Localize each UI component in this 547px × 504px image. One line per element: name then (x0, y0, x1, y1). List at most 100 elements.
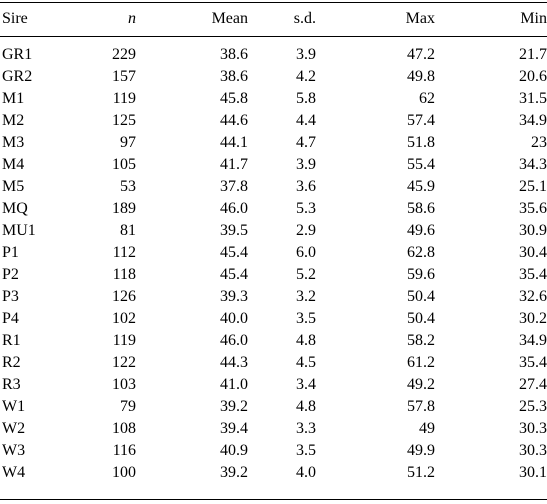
cell-mean: 37.8 (220, 178, 248, 195)
cell-min: 34.9 (519, 112, 547, 129)
cell-sire: GR2 (2, 68, 33, 85)
cell-max: 49.9 (407, 442, 435, 459)
table-row: W4 100 39.2 4.0 51.2 30.1 (0, 462, 547, 484)
cell-n: 103 (112, 376, 136, 393)
cell-max: 51.8 (407, 134, 435, 151)
cell-sd: 3.2 (296, 288, 316, 305)
cell-n: 119 (112, 332, 136, 349)
table-row: R1 119 46.0 4.8 58.2 34.9 (0, 330, 547, 352)
cell-sire: P3 (2, 288, 19, 305)
table-row: P2 118 45.4 5.2 59.6 35.4 (0, 264, 547, 286)
cell-n: 229 (112, 46, 136, 63)
header-n: n (128, 10, 136, 27)
cell-sire: R3 (2, 376, 21, 393)
table-row: P1 112 45.4 6.0 62.8 30.4 (0, 242, 547, 264)
cell-n: 81 (120, 222, 136, 239)
cell-sire: P1 (2, 244, 19, 261)
cell-max: 59.6 (407, 266, 435, 283)
cell-sd: 3.6 (296, 178, 316, 195)
table-row: GR1 229 38.6 3.9 47.2 21.7 (0, 36, 547, 66)
cell-min: 25.1 (519, 178, 547, 195)
table-row: M2 125 44.6 4.4 57.4 34.9 (0, 110, 547, 132)
cell-sire: M5 (2, 178, 25, 195)
cell-min: 35.4 (519, 266, 547, 283)
cell-sd: 3.5 (296, 442, 316, 459)
header-min: Min (520, 10, 547, 27)
cell-n: 126 (112, 288, 136, 305)
cell-mean: 45.8 (220, 90, 248, 107)
cell-mean: 38.6 (220, 68, 248, 85)
cell-mean: 38.6 (220, 46, 248, 63)
cell-max: 58.6 (407, 200, 435, 217)
cell-n: 100 (112, 464, 136, 481)
cell-min: 27.4 (519, 376, 547, 393)
table-row: R2 122 44.3 4.5 61.2 35.4 (0, 352, 547, 374)
cell-min: 35.4 (519, 354, 547, 371)
cell-mean: 40.0 (220, 310, 248, 327)
cell-min: 32.6 (519, 288, 547, 305)
cell-sd: 3.5 (296, 310, 316, 327)
cell-max: 49.8 (407, 68, 435, 85)
cell-sire: W2 (2, 420, 26, 437)
cell-sire: W4 (2, 464, 26, 481)
cell-sire: R1 (2, 332, 21, 349)
cell-n: 112 (112, 244, 136, 261)
cell-min: 30.9 (519, 222, 547, 239)
cell-mean: 44.3 (220, 354, 248, 371)
cell-max: 57.8 (407, 398, 435, 415)
cell-max: 62.8 (407, 244, 435, 261)
cell-max: 50.4 (407, 310, 435, 327)
table-row: GR2 157 38.6 4.2 49.8 20.6 (0, 66, 547, 88)
table-row: MU1 81 39.5 2.9 49.6 30.9 (0, 220, 547, 242)
top-rule (0, 2, 547, 3)
cell-max: 45.9 (407, 178, 435, 195)
cell-mean: 44.6 (220, 112, 248, 129)
cell-sd: 5.3 (296, 200, 316, 217)
cell-mean: 39.5 (220, 222, 248, 239)
cell-sd: 4.2 (296, 68, 316, 85)
cell-max: 49 (419, 420, 435, 437)
cell-min: 30.3 (519, 420, 547, 437)
cell-max: 62 (419, 90, 435, 107)
cell-sire: W3 (2, 442, 26, 459)
cell-sd: 3.9 (296, 156, 316, 173)
cell-max: 55.4 (407, 156, 435, 173)
cell-n: 105 (112, 156, 136, 173)
cell-sd: 4.7 (296, 134, 316, 151)
cell-min: 21.7 (519, 46, 547, 63)
cell-n: 53 (120, 178, 136, 195)
cell-mean: 40.9 (220, 442, 248, 459)
header-rule (0, 36, 547, 37)
cell-sire: P4 (2, 310, 19, 327)
table-row: R3 103 41.0 3.4 49.2 27.4 (0, 374, 547, 396)
cell-sire: MU1 (2, 222, 36, 239)
header-max: Max (405, 10, 435, 27)
cell-mean: 46.0 (220, 332, 248, 349)
table-row: MQ 189 46.0 5.3 58.6 35.6 (0, 198, 547, 220)
sire-statistics-table: Sire n Mean s.d. Max Min GR1 229 38.6 3.9 47… (0, 2, 547, 484)
cell-sd: 5.2 (296, 266, 316, 283)
cell-sire: M1 (2, 90, 25, 107)
cell-max: 47.2 (407, 46, 435, 63)
cell-sire: W1 (2, 398, 26, 415)
cell-n: 102 (112, 310, 136, 327)
header-sire: Sire (2, 10, 28, 27)
cell-mean: 41.7 (220, 156, 248, 173)
cell-sd: 4.8 (296, 332, 316, 349)
table-row: W3 116 40.9 3.5 49.9 30.3 (0, 440, 547, 462)
cell-n: 118 (112, 266, 136, 283)
cell-sire: P2 (2, 266, 19, 283)
cell-min: 31.5 (519, 90, 547, 107)
cell-mean: 39.2 (220, 398, 248, 415)
header-sd: s.d. (293, 10, 316, 27)
cell-min: 35.6 (519, 200, 547, 217)
cell-mean: 46.0 (220, 200, 248, 217)
header-mean: Mean (211, 10, 248, 27)
cell-max: 49.6 (407, 222, 435, 239)
header-row: Sire n Mean s.d. Max Min (0, 2, 547, 36)
cell-sire: MQ (2, 200, 28, 217)
cell-mean: 39.3 (220, 288, 248, 305)
cell-sire: M4 (2, 156, 25, 173)
table-row: P4 102 40.0 3.5 50.4 30.2 (0, 308, 547, 330)
